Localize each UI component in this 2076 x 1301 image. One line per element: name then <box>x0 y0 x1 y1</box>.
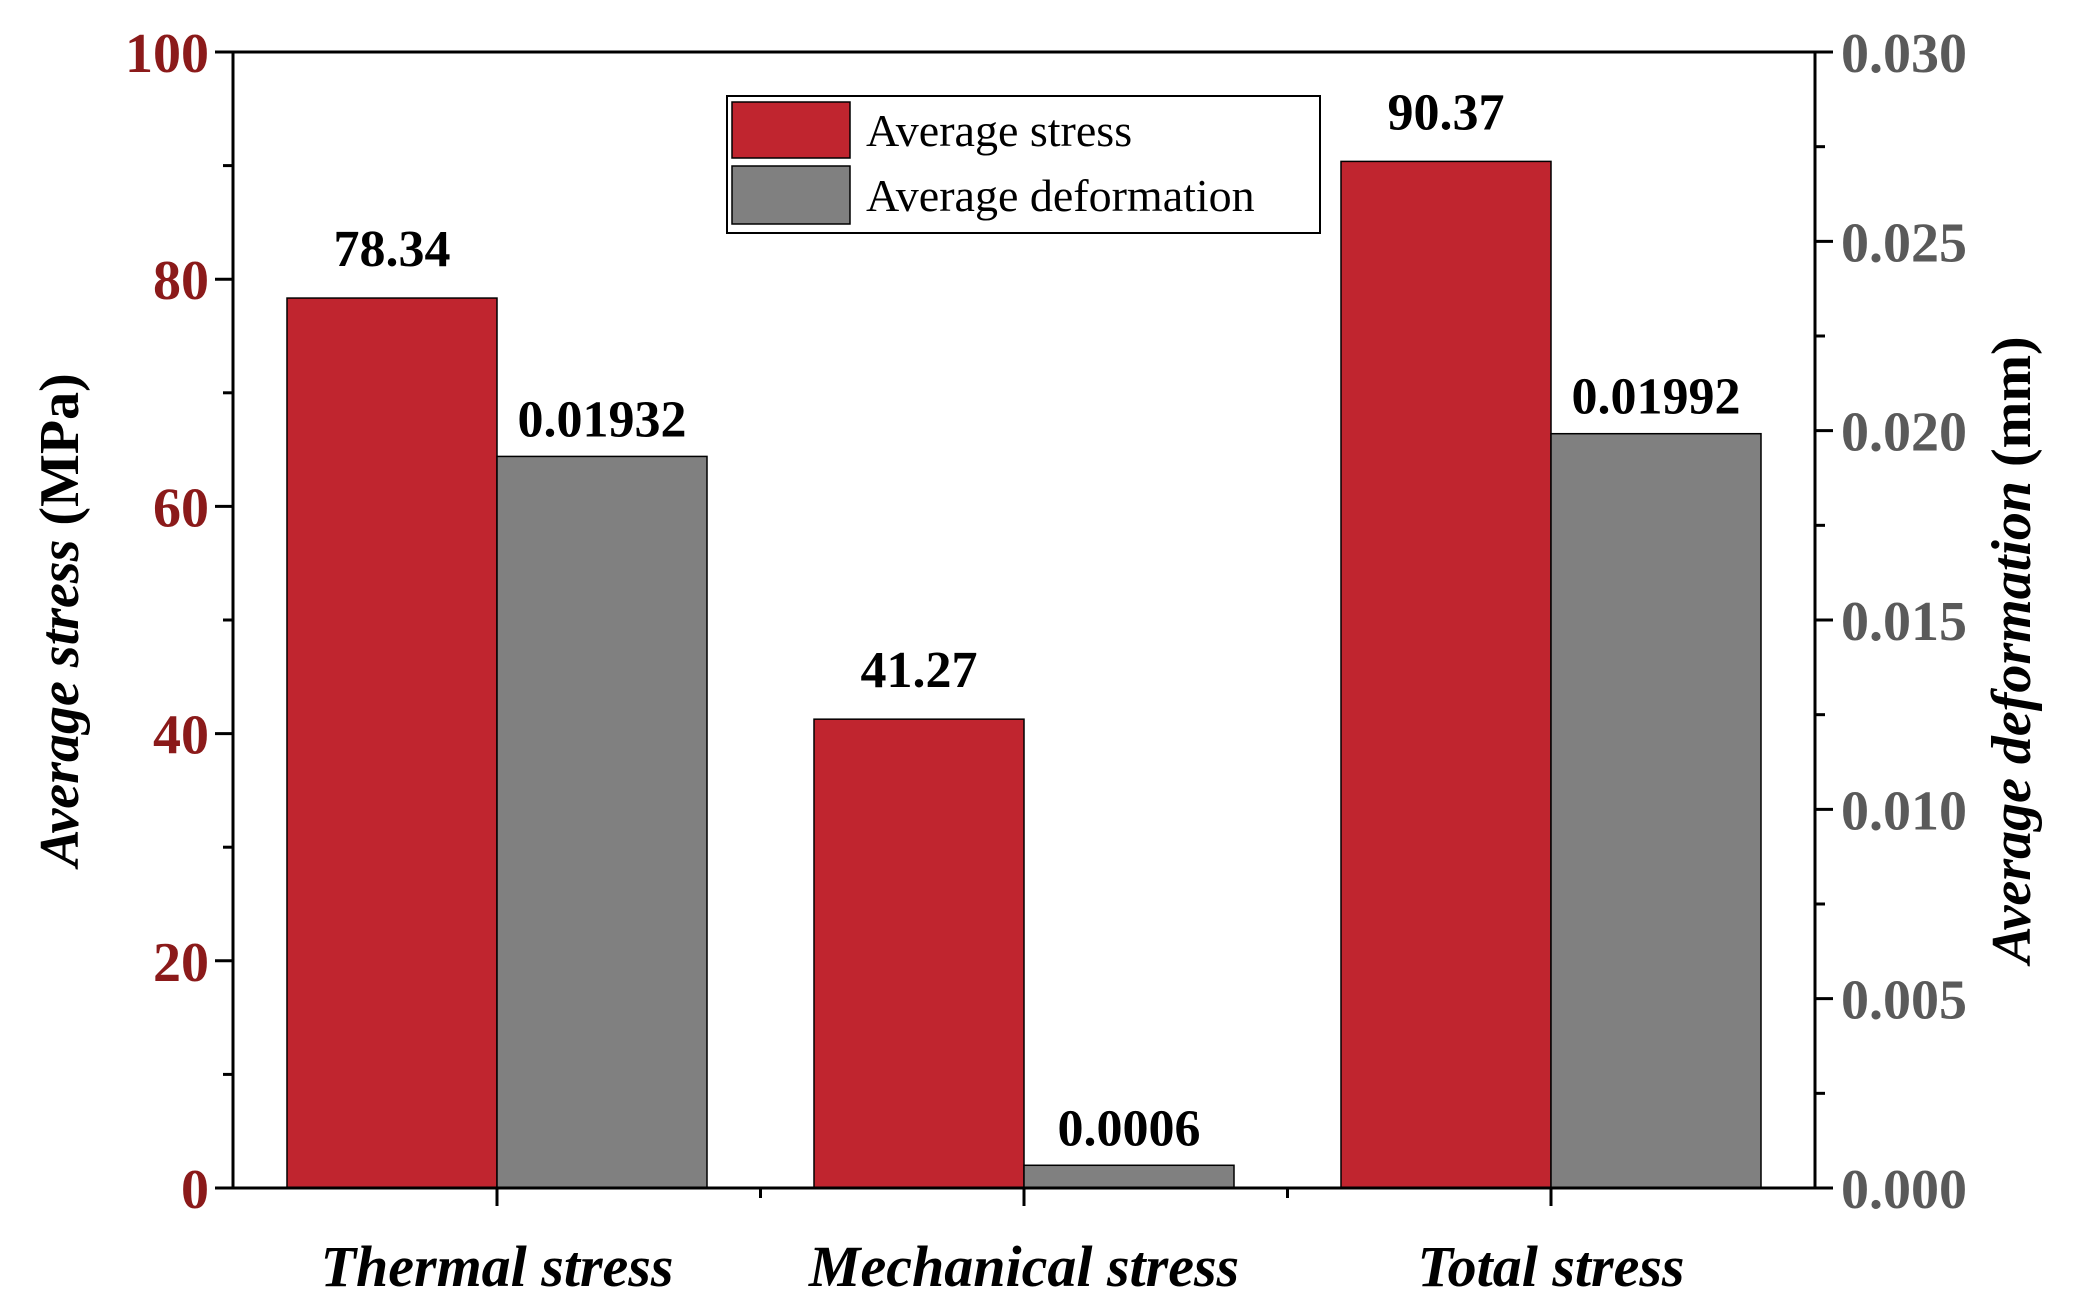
x-axis-ticks <box>495 1188 1553 1206</box>
right-tick-label-0-005: 0.005 <box>1841 970 1967 1032</box>
legend-label-average-stress: Average stress <box>866 105 1132 156</box>
bar-average-stress-total-stress <box>1340 160 1552 1189</box>
right-axis-title-unit: (mm) <box>1981 336 2043 467</box>
left-tick-label-40: 40 <box>153 705 209 767</box>
deformation-bars <box>496 432 1762 1189</box>
category-label-thermal-stress: Thermal stress <box>321 1234 674 1299</box>
category-label-mechanical-stress: Mechanical stress <box>808 1234 1239 1299</box>
right-tick-label-0-030: 0.030 <box>1841 23 1967 85</box>
legend-swatch-average-deformation <box>731 165 851 225</box>
right-tick-label-0-025: 0.025 <box>1841 212 1967 274</box>
value-label-average-stress-total-stress: 90.37 <box>1388 84 1505 141</box>
category-labels: Thermal stress Mechanical stress Total str… <box>321 1234 1685 1299</box>
bar-average-deformation-thermal-stress <box>496 455 708 1189</box>
left-tick-label-20: 20 <box>153 932 209 994</box>
left-axis-title: Average stress (MPa) <box>29 373 91 870</box>
value-label-average-deformation-mechanical-stress: 0.0006 <box>1058 1100 1201 1157</box>
legend: Average stress Average deformation <box>726 95 1321 234</box>
legend-label-average-deformation: Average deformation <box>866 170 1255 221</box>
left-axis-ticks: 0 20 40 60 80 100 <box>125 23 233 1221</box>
value-label-average-deformation-total-stress: 0.01992 <box>1572 369 1741 426</box>
right-axis-title-main: Average deformation <box>1981 481 2043 967</box>
left-axis-title-unit: (MPa) <box>29 373 91 525</box>
value-labels: 78.34 0.01932 41.27 0.0006 90.37 0.01992 <box>334 84 1741 1157</box>
right-axis-title: Average deformation (mm) <box>1981 336 2043 966</box>
value-label-average-stress-thermal-stress: 78.34 <box>334 221 451 278</box>
right-tick-label-0-015: 0.015 <box>1841 591 1967 653</box>
bar-average-deformation-mechanical-stress <box>1023 1164 1235 1189</box>
bar-average-stress-thermal-stress <box>286 297 498 1189</box>
value-label-average-deformation-thermal-stress: 0.01932 <box>518 391 687 448</box>
stress-bars <box>286 160 1552 1189</box>
right-tick-label-0-010: 0.010 <box>1841 780 1967 842</box>
left-tick-label-60: 60 <box>153 477 209 539</box>
right-tick-label-0-020: 0.020 <box>1841 402 1967 464</box>
left-tick-label-0: 0 <box>181 1159 209 1221</box>
right-axis-ticks: 0.000 0.005 0.010 0.015 0.020 0.025 0.030 <box>1815 23 1967 1221</box>
left-tick-label-100: 100 <box>125 23 209 85</box>
bar-average-stress-mechanical-stress <box>813 718 1025 1189</box>
right-tick-label-0-000: 0.000 <box>1841 1159 1967 1221</box>
category-label-total-stress: Total stress <box>1418 1234 1685 1299</box>
left-tick-label-80: 80 <box>153 250 209 312</box>
bar-average-deformation-total-stress <box>1550 432 1762 1189</box>
left-axis-title-main: Average stress <box>29 540 91 870</box>
legend-swatch-average-stress <box>731 101 851 159</box>
value-label-average-stress-mechanical-stress: 41.27 <box>861 642 978 699</box>
